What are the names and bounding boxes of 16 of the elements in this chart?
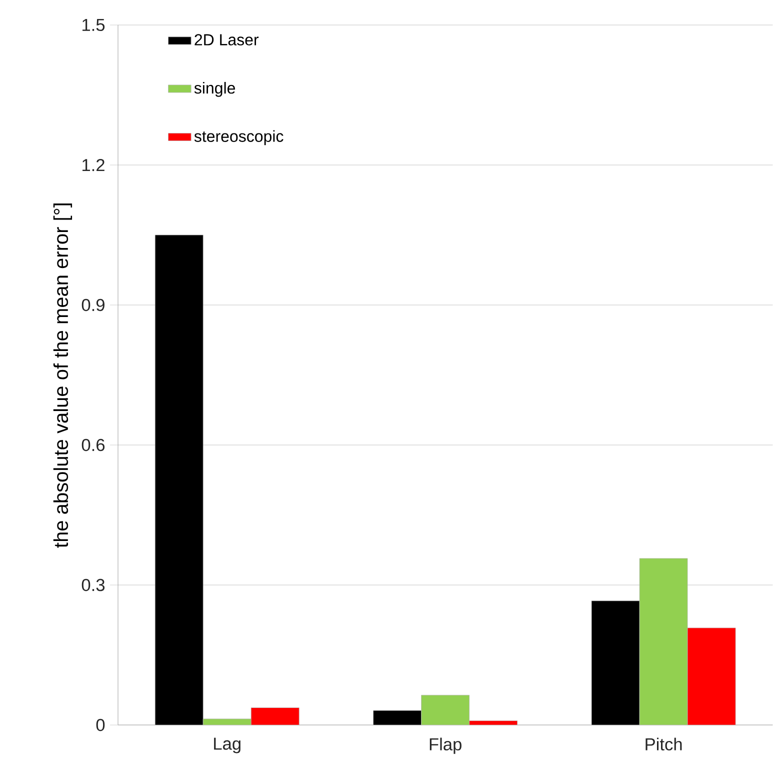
- x-tick-label: Lag: [214, 738, 240, 754]
- y-tick-label: 0.3: [82, 578, 105, 592]
- legend-label: single: [194, 82, 235, 97]
- legend-label: 2D Laser: [194, 34, 259, 46]
- y-tick-label: 0.6: [82, 438, 105, 452]
- y-tick-label: 0: [96, 718, 105, 732]
- bar: [154, 234, 204, 725]
- x-tick-label: Pitch: [646, 738, 682, 750]
- y-tick-label: 1.5: [82, 18, 105, 32]
- bar: [373, 710, 422, 725]
- legend-label: stereoscopic: [194, 130, 284, 146]
- y-axis-title: the absolute value of the mean error [°]: [53, 204, 72, 548]
- y-tick-label: 0.9: [82, 298, 104, 312]
- y-tick-label: 1.2: [82, 158, 104, 172]
- bar: [591, 600, 640, 725]
- x-tick-label: Flap: [430, 738, 462, 754]
